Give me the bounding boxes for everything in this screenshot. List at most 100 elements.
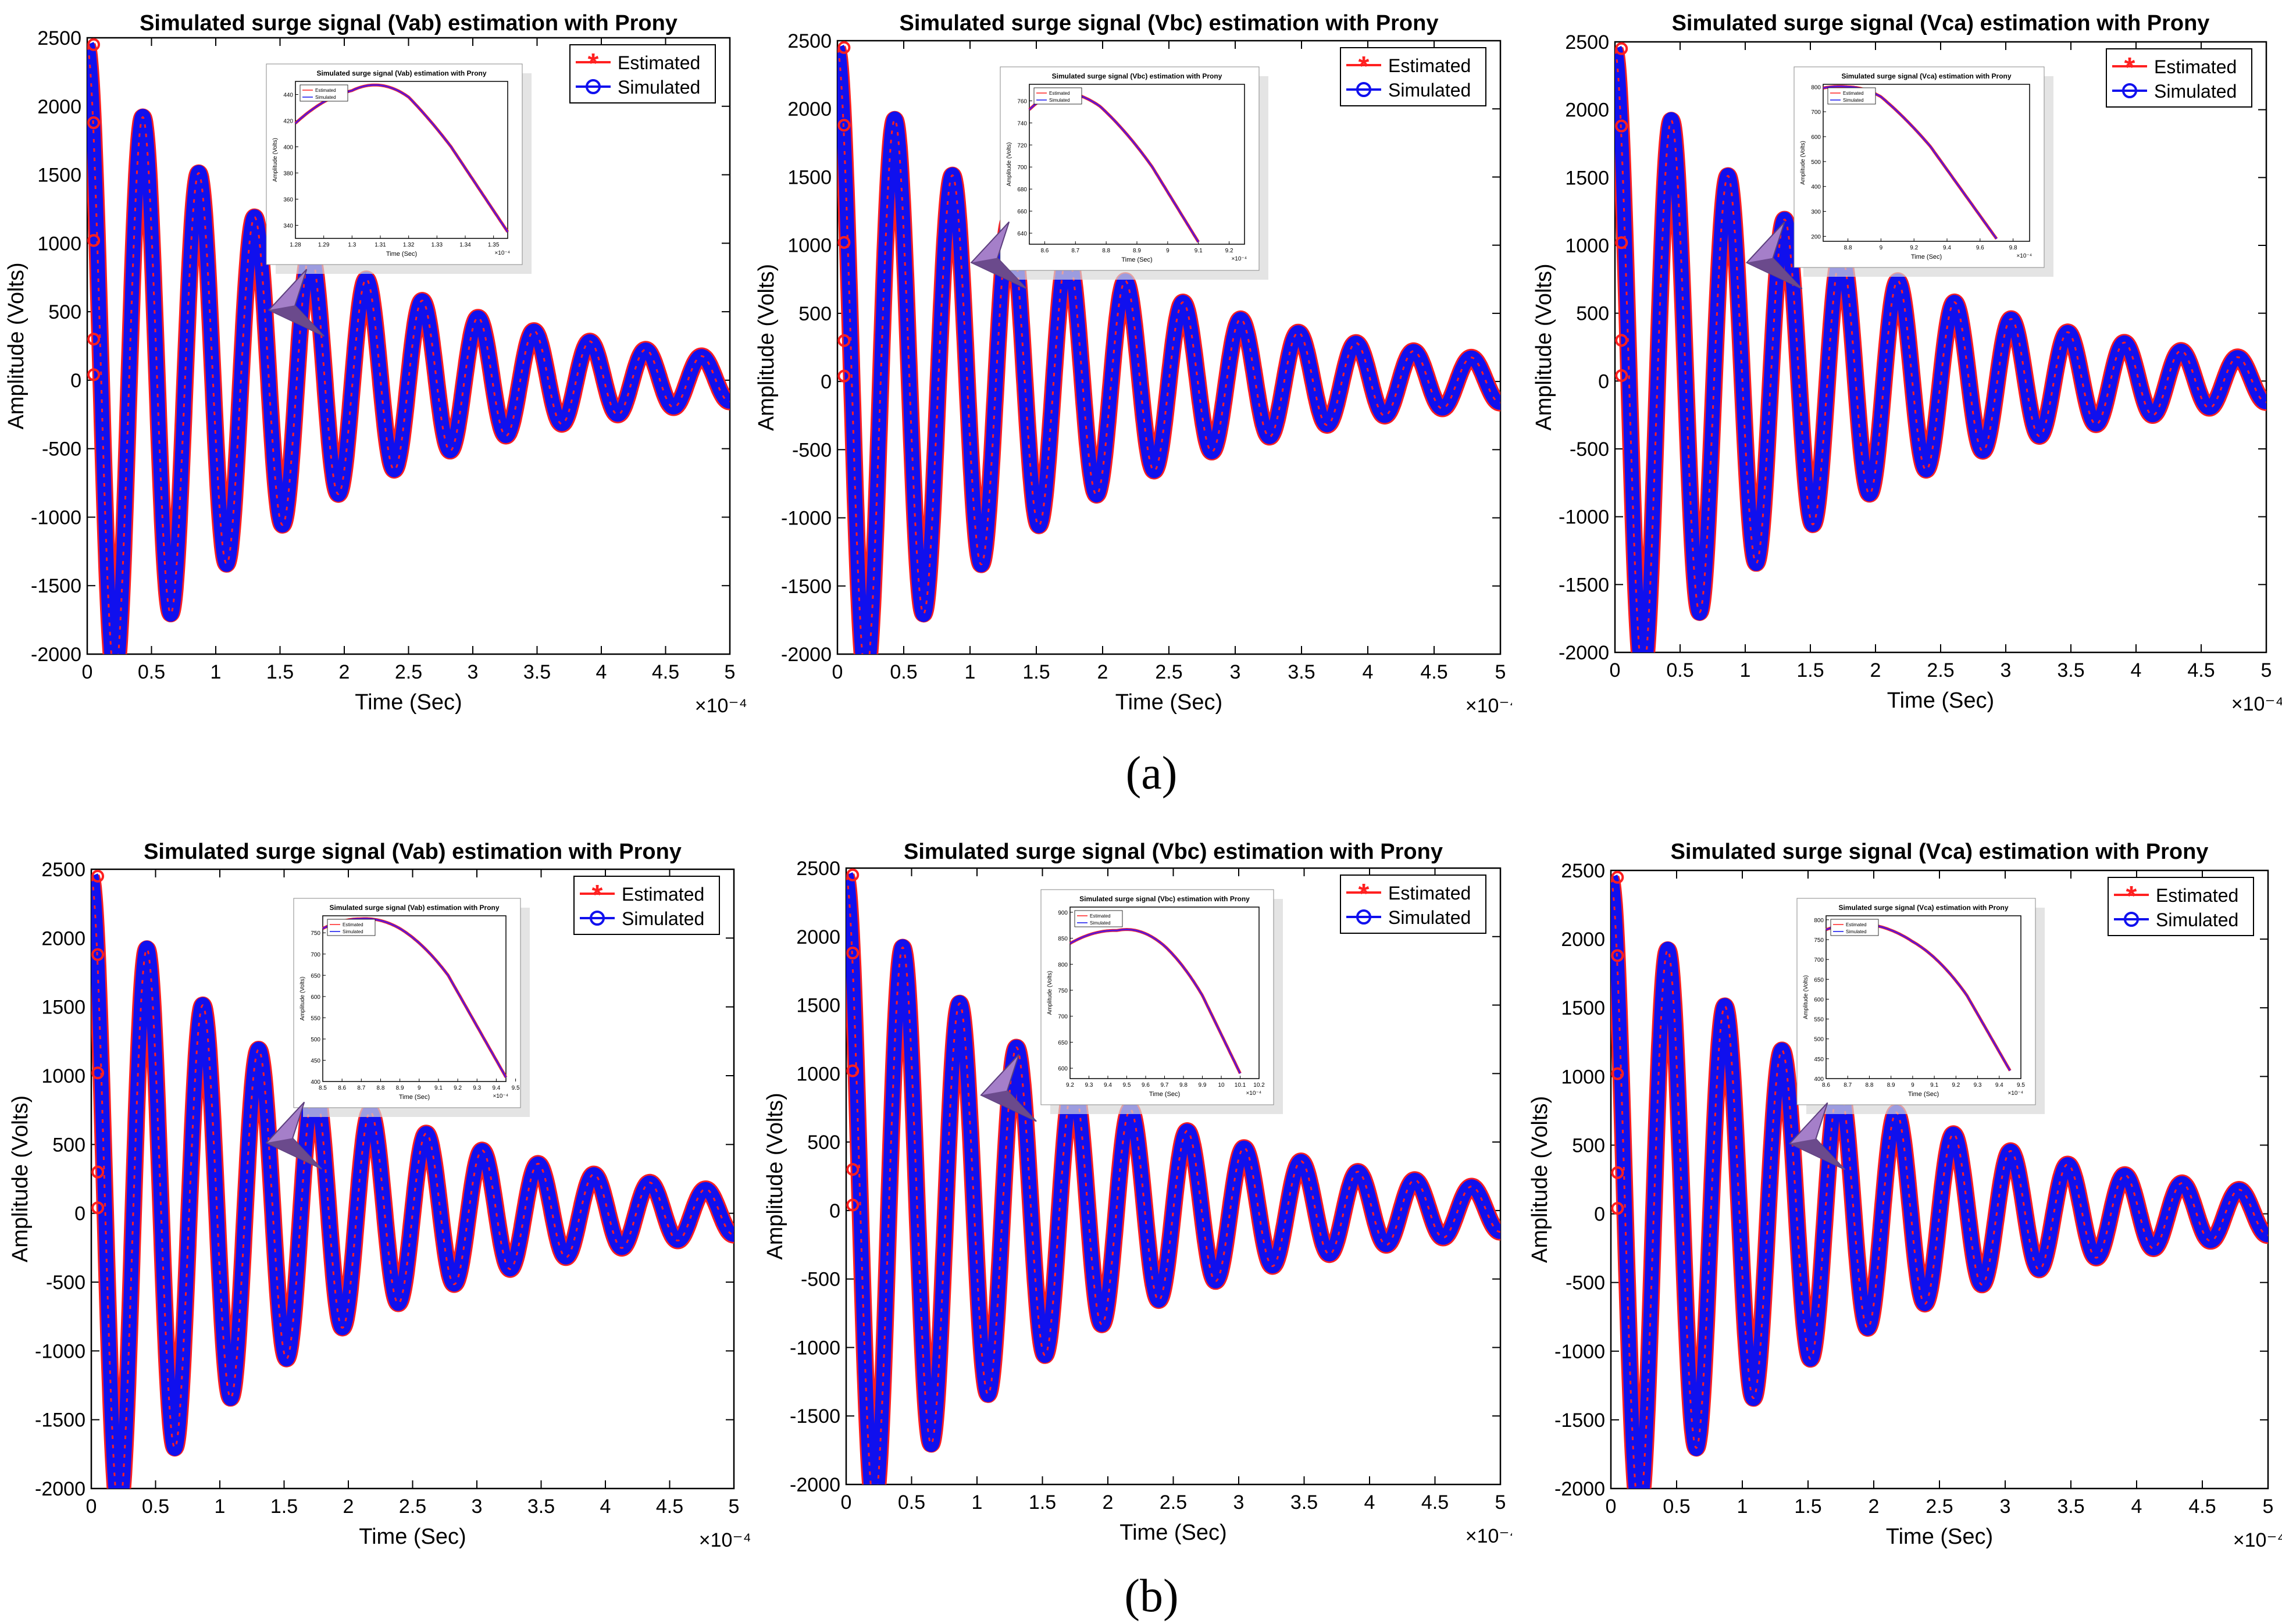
- x-tick-label: 5: [725, 661, 736, 683]
- inset-x-exponent: ×10⁻⁴: [2016, 253, 2032, 259]
- inset-x-tick-label: 8.8: [1844, 245, 1852, 251]
- arrow-head-dark: [269, 305, 325, 337]
- inset-x-tick-label: 9.5: [1123, 1082, 1131, 1088]
- inset-legend-estimated-label: Estimated: [1843, 91, 1864, 96]
- inset-x-tick-label: 1.31: [375, 242, 386, 248]
- inset-y-tick-label: 800: [1814, 918, 1824, 924]
- x-tick-label: 4: [1363, 661, 1374, 683]
- x-tick-label: 0: [1610, 659, 1621, 681]
- chart-title: Simulated surge signal (Vab) estimation …: [144, 840, 682, 864]
- x-axis-label: Time (Sec): [1887, 688, 1994, 713]
- x-tick-label: 1: [1740, 659, 1751, 681]
- series-estimated-markers: [1611, 879, 2268, 1489]
- y-tick-label: -500: [801, 1269, 840, 1291]
- y-tick-label: 1500: [37, 165, 81, 187]
- x-tick-label: 3.5: [1290, 1491, 1318, 1514]
- series-simulated-line: [846, 869, 1500, 1484]
- inset-x-axis-label: Time (Sec): [1121, 256, 1152, 263]
- y-tick-label: 1000: [41, 1065, 85, 1087]
- legend-star-marker: *: [2124, 52, 2135, 83]
- start-marker: [87, 38, 101, 51]
- inset-y-tick-label: 500: [1811, 159, 1821, 166]
- y-tick-label: 1500: [1565, 167, 1609, 189]
- inset-y-axis-label: Amplitude (Volts): [1800, 141, 1806, 185]
- y-tick-label: 0: [821, 371, 832, 393]
- x-tick-label: 5: [1495, 1491, 1506, 1514]
- inset-x-tick-label: 9: [1911, 1082, 1914, 1088]
- inset-legend-box: [327, 919, 376, 936]
- series-estimated-markers: [1615, 49, 2266, 652]
- x-tick-label: 0.5: [142, 1495, 169, 1518]
- x-tick-label: 2: [1869, 1495, 1880, 1518]
- inset-y-tick-label: 660: [1017, 209, 1027, 215]
- x-tick-label: 1.5: [1794, 1495, 1821, 1518]
- series-simulated-line: [837, 41, 1500, 654]
- inset-x-tick-label: 1.3: [348, 242, 356, 248]
- inset-x-tick-label: 9.8: [2009, 245, 2017, 251]
- y-tick-label: 0: [1594, 1204, 1605, 1226]
- inset-x-tick-label: 9.2: [1952, 1082, 1960, 1088]
- inset-x-tick-label: 9.5: [512, 1085, 520, 1091]
- y-tick-label: 1000: [1565, 235, 1609, 257]
- inset-y-axis-label: Amplitude (Volts): [1803, 975, 1809, 1019]
- inset-x-tick-label: 9.3: [1085, 1082, 1093, 1088]
- inset-y-tick-label: 700: [1058, 1014, 1068, 1020]
- y-tick-label: 2500: [1565, 31, 1609, 53]
- legend-label: Estimated: [622, 884, 704, 905]
- y-tick-label: 2000: [1561, 929, 1605, 951]
- y-tick-label: 500: [48, 301, 81, 323]
- x-tick-label: 3.5: [1288, 661, 1315, 683]
- inset-legend-simulated-label: Simulated: [343, 929, 363, 934]
- inset-x-tick-label: 1.33: [432, 242, 443, 248]
- x-tick-label: 4.5: [652, 661, 679, 683]
- x-tick-label: 2.5: [1160, 1491, 1187, 1514]
- inset-title: Simulated surge signal (Vbc) estimation …: [1052, 72, 1222, 80]
- legend-label: Estimated: [1388, 55, 1471, 76]
- x-tick-label: 0.5: [1663, 1495, 1690, 1518]
- x-tick-label: 2: [343, 1495, 354, 1518]
- x-tick-label: 0: [82, 661, 93, 683]
- inset-y-tick-label: 500: [311, 1037, 320, 1043]
- y-tick-label: 1000: [796, 1063, 840, 1085]
- inset-y-tick-label: 750: [1058, 988, 1068, 994]
- x-tick-label: 0.5: [890, 661, 917, 683]
- x-tick-label: 4: [2131, 1495, 2142, 1518]
- y-tick-label: 2500: [1561, 860, 1605, 882]
- inset-x-tick-label: 9.2: [1910, 245, 1918, 251]
- y-tick-label: 2000: [796, 926, 840, 948]
- start-marker: [1611, 1202, 1624, 1215]
- zoom-pointer-arrow: [265, 1101, 322, 1170]
- inset-simulated-line: [1069, 928, 1241, 1074]
- inset-frame: [295, 81, 508, 239]
- legend-circle-marker: [590, 911, 605, 926]
- inset-x-tick-label: 9.7: [1161, 1082, 1169, 1088]
- y-tick-label: -1000: [781, 508, 832, 530]
- x-tick-label: 1: [965, 661, 976, 683]
- y-tick-label: -1500: [790, 1405, 840, 1427]
- inset-y-tick-label: 650: [1058, 1040, 1068, 1046]
- inset-legend-box: [1827, 87, 1876, 105]
- plot-area: [1611, 870, 2268, 1489]
- inset-x-axis-label: Time (Sec): [1908, 1091, 1939, 1098]
- chart-title: Simulated surge signal (Vca) estimation …: [1672, 11, 2210, 35]
- x-tick-label: 5: [729, 1495, 740, 1518]
- inset-y-tick-label: 800: [1058, 962, 1068, 968]
- y-tick-label: -1000: [790, 1337, 840, 1359]
- start-marker: [837, 334, 851, 347]
- x-tick-label: 4.5: [2188, 1495, 2216, 1518]
- legend-star-marker: *: [1358, 879, 1370, 909]
- x-tick-label: 2.5: [399, 1495, 426, 1518]
- x-tick-label: 3: [1230, 661, 1241, 683]
- inset-x-axis-label: Time (Sec): [386, 251, 417, 258]
- y-tick-label: -1500: [35, 1409, 85, 1432]
- zoom-pointer-arrow: [1745, 221, 1803, 290]
- inset-x-tick-label: 9.9: [1199, 1082, 1207, 1088]
- inset-y-tick-label: 600: [311, 994, 320, 1001]
- x-tick-label: 2: [1870, 659, 1881, 681]
- inset-title: Simulated surge signal (Vab) estimation …: [316, 69, 486, 77]
- inset-y-tick-label: 450: [1814, 1057, 1824, 1063]
- y-tick-label: 500: [1576, 303, 1609, 325]
- x-tick-label: 1: [215, 1495, 226, 1518]
- x-tick-label: 4: [1364, 1491, 1375, 1514]
- inset-x-tick-label: 9.4: [1995, 1082, 2003, 1088]
